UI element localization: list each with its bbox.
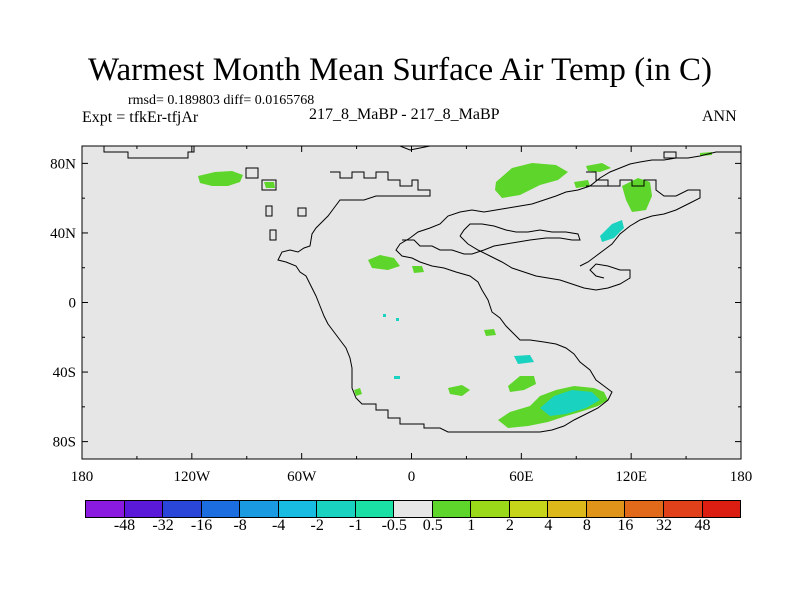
coastline: [277, 151, 741, 433]
colorbar-label: 16: [617, 517, 634, 534]
coastline: [459, 235, 631, 291]
anomaly-patch: [600, 220, 624, 242]
anomaly-patch: [394, 376, 400, 379]
colorbar-label: -1: [349, 517, 363, 534]
colorbar-swatch: [547, 500, 587, 518]
coastline: [261, 179, 277, 191]
coastline: [297, 207, 307, 217]
anomaly-patch: [198, 171, 243, 186]
anomaly-patch: [368, 255, 400, 270]
colorbar-swatch: [508, 500, 549, 518]
season-label: ANN: [702, 108, 737, 125]
x-tick-label: 60E: [509, 469, 533, 485]
coastlines: [82, 145, 741, 433]
colorbar-label: 8: [582, 517, 591, 534]
colorbar-swatch: [239, 500, 279, 518]
x-tick-label: 60W: [287, 469, 317, 485]
anomaly-patch: [586, 163, 611, 172]
colorbar-swatch: [354, 500, 395, 518]
colorbar-swatch: [316, 500, 356, 518]
colorbar-swatch: [662, 500, 703, 518]
rmsd-diff-stats: rmsd= 0.189803 diff= 0.0165768: [128, 93, 315, 108]
anomaly-patch: [540, 390, 600, 416]
colorbar-swatch: [585, 500, 626, 518]
y-tick-label: 0: [69, 296, 77, 312]
anomaly-patch: [383, 314, 386, 317]
coastline: [579, 171, 701, 267]
colorbar-label: 32: [655, 517, 672, 534]
coastline: [269, 229, 277, 241]
x-tick-label: 120W: [173, 469, 211, 485]
y-tick-label: 40S: [53, 365, 76, 381]
anomaly-patch: [354, 388, 362, 396]
y-tick-label: 40N: [50, 226, 76, 242]
coastline: [82, 145, 741, 159]
colorbar-label: -4: [271, 517, 286, 534]
colorbar-label: 0.5: [422, 517, 443, 534]
anomaly-patch: [508, 376, 536, 392]
colorbar-label: 1: [467, 517, 476, 534]
colorbar-label: 48: [694, 517, 711, 534]
x-tick-label: 120E: [615, 469, 647, 485]
coastline: [402, 223, 581, 255]
anomaly-patch: [495, 163, 568, 198]
colorbar-swatch: [624, 500, 664, 518]
anomaly-patch: [396, 318, 399, 321]
x-axis: 180 120W 60W 0 60E 120E 180: [71, 146, 753, 485]
experiment-label: Expt = tfkEr-tfjAr: [82, 109, 199, 126]
x-tick-label: 0: [408, 469, 416, 485]
colorbar-swatch: [277, 500, 318, 518]
colorbar-swatch: [200, 500, 241, 518]
colorbar-swatch: [393, 500, 433, 518]
period-label: 217_8_MaBP - 217_8_MaBP: [309, 106, 500, 123]
anomaly-patch: [514, 355, 534, 364]
colorbar-swatch: [470, 500, 510, 518]
colorbar-swatch: [701, 500, 742, 518]
coastline: [265, 205, 273, 217]
coastline: [663, 151, 677, 159]
colorbar-swatch: [123, 500, 164, 518]
colorbar-label: -0.5: [381, 517, 407, 534]
anomaly-patch: [448, 385, 470, 396]
colorbar: [85, 500, 742, 518]
anomaly-patch: [412, 266, 424, 273]
colorbar-label: -2: [310, 517, 324, 534]
colorbar-swatch: [85, 500, 125, 518]
colorbar-swatch: [431, 500, 472, 518]
y-tick-label: 80S: [53, 435, 76, 451]
colorbar-swatch: [162, 500, 202, 518]
colorbar-label: -16: [190, 517, 213, 534]
colorbar-label: -48: [113, 517, 136, 534]
colorbar-label: 4: [544, 517, 553, 534]
colorbar-label: -32: [152, 517, 174, 534]
x-tick-label: 180: [730, 469, 753, 485]
colorbar-label: 2: [505, 517, 514, 534]
x-tick-label: 180: [71, 469, 94, 485]
colorbar-label: -8: [233, 517, 247, 534]
y-tick-label: 80N: [50, 156, 76, 172]
coastline: [245, 167, 259, 179]
chart-title: Warmest Month Mean Surface Air Temp (in …: [87, 52, 713, 88]
anomaly-patch: [484, 329, 496, 336]
anomaly-patch: [264, 182, 275, 188]
anomaly-patches: [198, 152, 712, 428]
y-axis: 80N 40N 0 40S 80S: [50, 156, 741, 451]
